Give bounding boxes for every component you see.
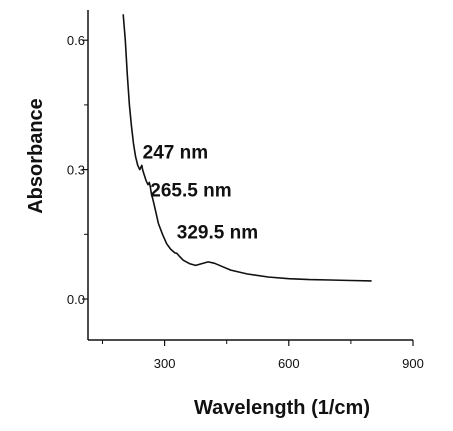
x-tick-label: 600 xyxy=(278,356,300,371)
peak-annotation: 247 nm xyxy=(143,142,208,163)
x-tick-label: 900 xyxy=(402,356,424,371)
peak-annotation: 265.5 nm xyxy=(150,180,231,201)
y-axis-title: Absorbance xyxy=(25,98,47,214)
y-tick-label: 0.6 xyxy=(67,33,85,48)
x-tick-label: 300 xyxy=(154,356,176,371)
peak-annotation: 329.5 nm xyxy=(177,223,258,244)
y-tick-label: 0.0 xyxy=(67,292,85,307)
axes xyxy=(87,10,413,341)
axis-ticks xyxy=(82,39,414,346)
tick-labels: 300 600 900 0.0 0.3 0.6 xyxy=(67,33,424,371)
y-tick-label: 0.3 xyxy=(67,163,85,178)
peak-annotations: 247 nm 265.5 nm 329.5 nm xyxy=(143,142,258,243)
absorbance-series-line xyxy=(122,14,372,282)
x-axis-title: Wavelength (1/cm) xyxy=(194,397,370,419)
